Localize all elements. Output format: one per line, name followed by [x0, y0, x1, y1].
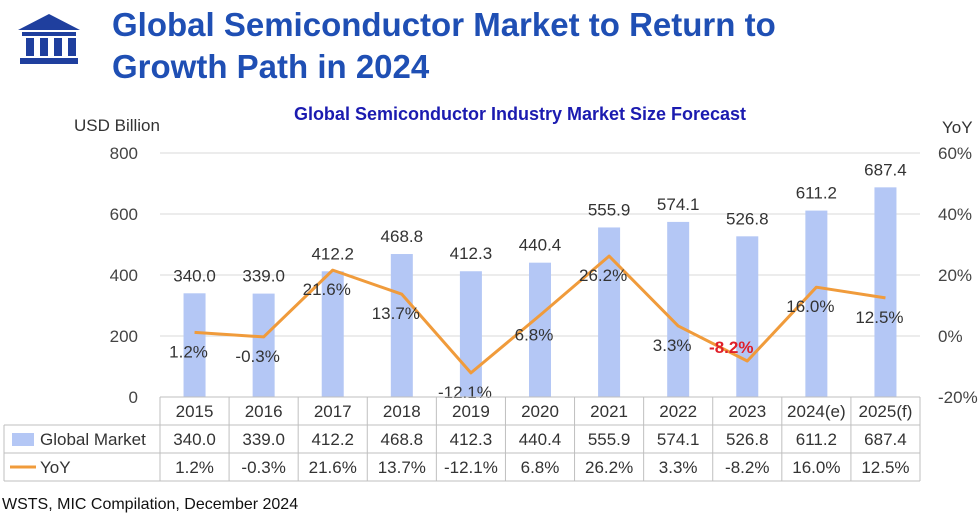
bar-value-label: 412.2	[311, 244, 354, 263]
bar-value-label: 555.9	[588, 200, 631, 219]
slide-title-line-1: Global Semiconductor Market to Return to	[112, 6, 776, 43]
bar	[667, 221, 690, 397]
x-tick-label: 2018	[383, 402, 421, 421]
table-cell: -8.2%	[725, 458, 769, 477]
table-cell: -0.3%	[241, 458, 285, 477]
x-tick-label: 2020	[521, 402, 559, 421]
x-tick-label: 2019	[452, 402, 490, 421]
table-cell: 468.8	[381, 430, 424, 449]
table-cell: 574.1	[657, 430, 700, 449]
yoy-value-label: 26.2%	[579, 266, 627, 285]
table-cell: 340.0	[173, 430, 216, 449]
yoy-value-label: 16.0%	[786, 297, 834, 316]
x-tick-label: 2022	[659, 402, 697, 421]
yoy-line-series	[194, 254, 886, 375]
x-tick-label: 2017	[314, 402, 352, 421]
y-left-tick-label: 400	[110, 266, 138, 285]
table-cell: 440.4	[519, 430, 562, 449]
x-tick-label: 2021	[590, 402, 628, 421]
chart-title: Global Semiconductor Industry Market Siz…	[293, 104, 747, 124]
bar	[805, 210, 828, 397]
yoy-value-label: 3.3%	[653, 336, 692, 355]
table-cell: 13.7%	[378, 458, 426, 477]
legend-label-bar: Global Market	[40, 430, 146, 449]
yoy-value-label: 6.8%	[515, 325, 554, 344]
bar-value-label: 574.1	[657, 195, 700, 214]
table-cell: 526.8	[726, 430, 769, 449]
x-tick-label: 2023	[728, 402, 766, 421]
bar	[529, 262, 551, 397]
legend-label-line: YoY	[40, 458, 71, 477]
x-tick-label: 2025(f)	[859, 402, 913, 421]
table-cell: 611.2	[796, 430, 837, 449]
x-tick-label: 2016	[245, 402, 283, 421]
x-tick-label: 2024(e)	[787, 402, 846, 421]
y-left-axis-label: USD Billion	[74, 116, 160, 135]
yoy-value-label: 12.5%	[855, 308, 903, 327]
table-cell: 26.2%	[585, 458, 633, 477]
y-right-axis-label: YoY	[942, 118, 973, 137]
yoy-value-label: 1.2%	[169, 342, 208, 361]
y-left-tick-label: 600	[110, 205, 138, 224]
table-cell: 687.4	[864, 430, 907, 449]
y-right-tick-label: -20%	[938, 388, 978, 407]
table-cell: 555.9	[588, 430, 631, 449]
bar-value-label: 440.4	[519, 236, 562, 255]
bar	[874, 187, 897, 397]
yoy-value-label: -12.1%	[438, 383, 492, 402]
table-cell: 16.0%	[792, 458, 840, 477]
table-cell: 21.6%	[309, 458, 357, 477]
table-cell: 412.2	[311, 430, 354, 449]
yoy-value-label: 13.7%	[372, 304, 420, 323]
bar	[183, 293, 206, 397]
table-cell: 1.2%	[175, 458, 214, 477]
table-cell: -12.1%	[444, 458, 498, 477]
table-cell: 412.3	[450, 430, 493, 449]
x-tick-label: 2015	[176, 402, 214, 421]
chart-canvas: 800 60% 600 40% 400 20% 200 0% 0 -20% 340.0 339.0 41…	[3, 144, 978, 482]
yoy-value-label: -8.2%	[709, 338, 753, 357]
bar-value-label: 526.8	[726, 209, 769, 228]
bar-value-label: 611.2	[796, 184, 837, 203]
bar	[390, 254, 413, 397]
bar	[321, 271, 344, 397]
y-right-tick-label: 0%	[938, 327, 963, 346]
table-cell: 12.5%	[861, 458, 909, 477]
y-right-tick-label: 20%	[938, 266, 972, 285]
y-left-tick-label: 0	[129, 388, 138, 407]
bar-value-label: 687.4	[864, 160, 907, 179]
slide-title-line-2: Growth Path in 2024	[112, 48, 430, 85]
bar	[736, 236, 759, 397]
y-right-tick-label: 40%	[938, 205, 972, 224]
bar	[252, 293, 275, 397]
y-right-tick-label: 60%	[938, 144, 972, 163]
yoy-value-label: -0.3%	[235, 347, 279, 366]
bar-value-label: 340.0	[173, 266, 216, 285]
source-footnote: WSTS, MIC Compilation, December 2024	[2, 496, 299, 513]
legend-swatch-bar	[12, 433, 34, 446]
bar	[459, 271, 482, 397]
institution-pillars-icon	[18, 14, 80, 64]
table-cell: 339.0	[242, 430, 285, 449]
slide-title: Global Semiconductor Market to Return to…	[112, 4, 972, 88]
table-cell: 3.3%	[659, 458, 698, 477]
yoy-value-label: 21.6%	[303, 280, 351, 299]
bar	[598, 227, 621, 397]
table-cell: 6.8%	[521, 458, 560, 477]
bar-value-label: 412.3	[450, 244, 493, 263]
y-left-tick-label: 200	[110, 327, 138, 346]
bar-value-label: 468.8	[381, 227, 424, 246]
bar-value-label: 339.0	[242, 267, 285, 286]
y-left-tick-label: 800	[110, 144, 138, 163]
